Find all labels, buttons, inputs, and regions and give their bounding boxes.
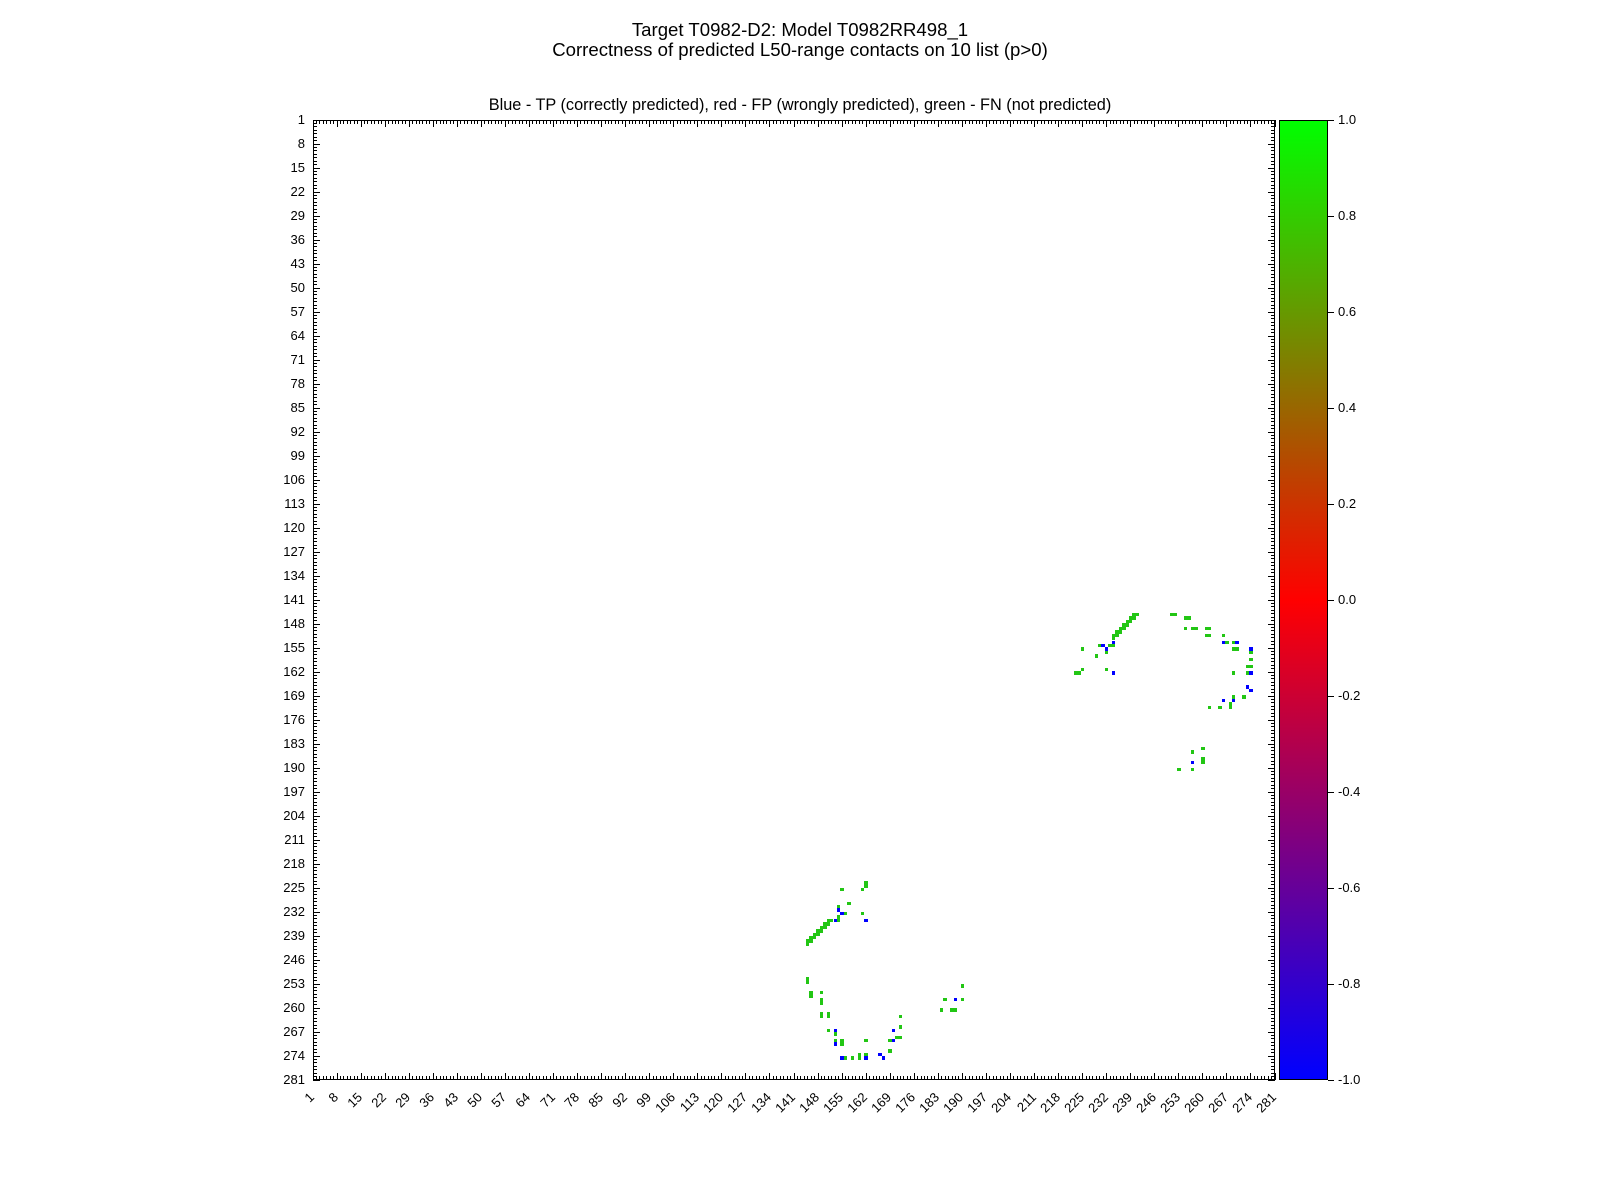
svg-text:71: 71 (291, 352, 305, 367)
svg-text:Blue - TP (correctly predicted: Blue - TP (correctly predicted), red - F… (489, 96, 1112, 114)
svg-text:0.2: 0.2 (1338, 496, 1356, 511)
svg-text:64: 64 (291, 328, 305, 343)
svg-text:281: 281 (283, 1072, 305, 1087)
svg-text:148: 148 (283, 616, 305, 631)
svg-text:99: 99 (633, 1090, 654, 1111)
svg-text:260: 260 (283, 1000, 305, 1015)
svg-text:15: 15 (344, 1090, 365, 1111)
svg-text:106: 106 (283, 472, 305, 487)
svg-text:253: 253 (1157, 1090, 1183, 1116)
svg-text:246: 246 (283, 952, 305, 967)
svg-text:155: 155 (283, 640, 305, 655)
svg-text:218: 218 (1037, 1090, 1063, 1116)
svg-text:169: 169 (283, 688, 305, 703)
svg-text:134: 134 (283, 568, 305, 583)
svg-text:78: 78 (561, 1090, 582, 1111)
svg-text:253: 253 (283, 976, 305, 991)
svg-text:0.0: 0.0 (1338, 592, 1356, 607)
svg-text:36: 36 (416, 1090, 437, 1111)
svg-text:176: 176 (892, 1090, 918, 1116)
svg-text:78: 78 (291, 376, 305, 391)
svg-text:57: 57 (488, 1090, 509, 1111)
svg-text:274: 274 (1229, 1090, 1255, 1116)
svg-text:232: 232 (283, 904, 305, 919)
svg-text:141: 141 (283, 592, 305, 607)
svg-text:120: 120 (283, 520, 305, 535)
svg-text:211: 211 (284, 832, 305, 847)
svg-text:155: 155 (820, 1090, 846, 1116)
svg-text:183: 183 (916, 1090, 942, 1116)
svg-text:-0.8: -0.8 (1338, 976, 1360, 991)
svg-text:127: 127 (724, 1090, 750, 1116)
svg-text:22: 22 (368, 1090, 389, 1111)
svg-text:-0.6: -0.6 (1338, 880, 1360, 895)
svg-text:246: 246 (1133, 1090, 1159, 1116)
svg-text:15: 15 (291, 160, 305, 175)
svg-text:Correctness of predicted L50-r: Correctness of predicted L50-range conta… (552, 39, 1048, 60)
svg-text:43: 43 (291, 256, 305, 271)
svg-text:204: 204 (988, 1090, 1014, 1116)
svg-text:0.8: 0.8 (1338, 208, 1356, 223)
svg-text:218: 218 (283, 856, 305, 871)
svg-text:-0.4: -0.4 (1338, 784, 1360, 799)
svg-text:176: 176 (283, 712, 305, 727)
svg-text:120: 120 (700, 1090, 726, 1116)
svg-text:197: 197 (283, 784, 305, 799)
svg-text:43: 43 (440, 1090, 461, 1111)
svg-text:106: 106 (652, 1090, 678, 1116)
svg-text:190: 190 (283, 760, 305, 775)
svg-text:8: 8 (325, 1090, 341, 1106)
svg-text:-1.0: -1.0 (1338, 1072, 1360, 1087)
svg-text:Target T0982-D2: Model T0982RR: Target T0982-D2: Model T0982RR498_1 (632, 19, 968, 41)
svg-text:232: 232 (1085, 1090, 1111, 1116)
svg-text:148: 148 (796, 1090, 822, 1116)
svg-text:274: 274 (283, 1048, 305, 1063)
svg-text:29: 29 (392, 1090, 413, 1111)
svg-text:113: 113 (284, 496, 305, 511)
svg-text:57: 57 (291, 304, 305, 319)
svg-text:71: 71 (537, 1090, 558, 1111)
svg-text:281: 281 (1253, 1090, 1279, 1116)
svg-text:92: 92 (609, 1090, 630, 1111)
svg-text:204: 204 (283, 808, 305, 823)
svg-text:1: 1 (298, 112, 305, 127)
svg-text:239: 239 (283, 928, 305, 943)
svg-text:113: 113 (677, 1090, 702, 1115)
svg-text:169: 169 (868, 1090, 894, 1116)
svg-text:64: 64 (512, 1090, 533, 1111)
svg-text:29: 29 (291, 208, 305, 223)
svg-text:0.6: 0.6 (1338, 304, 1356, 319)
svg-text:225: 225 (1061, 1090, 1087, 1116)
svg-text:50: 50 (291, 280, 305, 295)
svg-text:85: 85 (291, 400, 305, 415)
svg-text:92: 92 (291, 424, 305, 439)
svg-text:197: 197 (964, 1090, 990, 1116)
svg-text:190: 190 (940, 1090, 966, 1116)
svg-text:134: 134 (748, 1090, 774, 1116)
svg-text:239: 239 (1109, 1090, 1135, 1116)
svg-text:-0.2: -0.2 (1338, 688, 1360, 703)
svg-text:0.4: 0.4 (1338, 400, 1356, 415)
svg-text:267: 267 (283, 1024, 305, 1039)
svg-text:85: 85 (585, 1090, 606, 1111)
svg-text:99: 99 (291, 448, 305, 463)
svg-text:211: 211 (1014, 1090, 1039, 1115)
svg-text:50: 50 (464, 1090, 485, 1111)
svg-text:260: 260 (1181, 1090, 1207, 1116)
svg-text:225: 225 (283, 880, 305, 895)
svg-text:183: 183 (283, 736, 305, 751)
svg-text:8: 8 (298, 136, 305, 151)
svg-text:267: 267 (1205, 1090, 1231, 1116)
svg-text:36: 36 (291, 232, 305, 247)
svg-text:1: 1 (301, 1090, 317, 1106)
svg-text:1.0: 1.0 (1338, 112, 1356, 127)
svg-text:162: 162 (283, 664, 305, 679)
svg-text:141: 141 (772, 1090, 798, 1116)
svg-text:162: 162 (844, 1090, 870, 1116)
svg-text:127: 127 (283, 544, 305, 559)
svg-text:22: 22 (291, 184, 305, 199)
